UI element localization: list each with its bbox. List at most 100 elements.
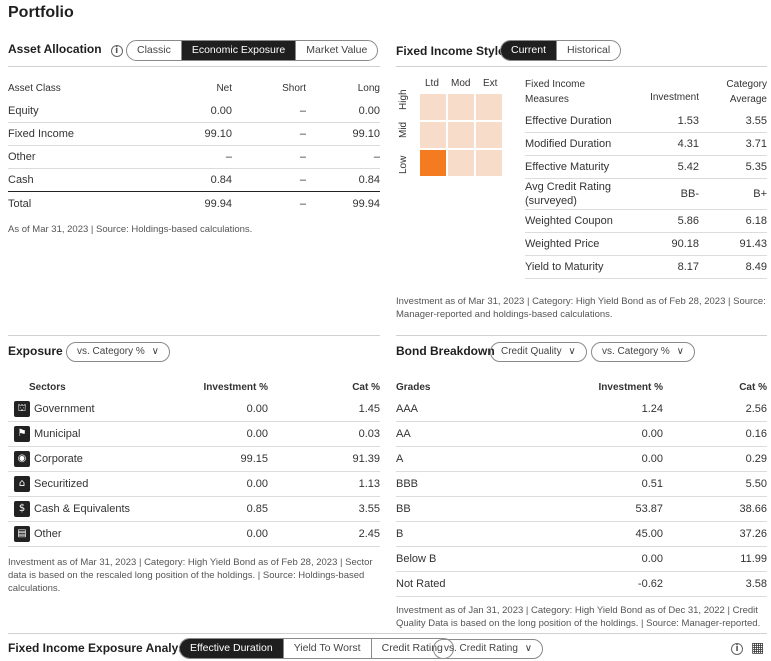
- col-investment-pct: Investment %: [598, 382, 663, 393]
- table-row: A 0.00 0.29: [396, 447, 767, 472]
- asset-class-name: Other: [8, 151, 36, 163]
- table-row: B 45.00 37.26: [396, 522, 767, 547]
- sector-name: Other: [34, 528, 62, 540]
- sector-name: Government: [34, 403, 95, 415]
- bond-breakdown-title: Bond Breakdown: [396, 344, 495, 358]
- category-value: 91.39: [352, 453, 380, 465]
- col-investment-pct: Investment %: [203, 382, 268, 393]
- category-value: 91.43: [739, 238, 767, 250]
- table-row: Equity 0.00 – 0.00: [8, 100, 380, 123]
- bond-vs-category-dropdown-label: vs. Category %: [602, 346, 670, 357]
- col-investment: Investment: [650, 92, 699, 103]
- tab-classic[interactable]: Classic: [137, 44, 171, 56]
- col-long: Long: [357, 82, 380, 94]
- tab-current[interactable]: Current: [501, 41, 557, 60]
- tab-yield-to-worst[interactable]: Yield To Worst: [282, 639, 371, 658]
- category-value: 3.55: [745, 115, 767, 127]
- category-value: 5.35: [745, 161, 767, 173]
- asset-allocation-note: As of Mar 31, 2023 | Source: Holdings-ba…: [8, 224, 253, 235]
- net-value: 0.00: [210, 105, 232, 117]
- credit-rating-dropdown-label: vs. Credit Rating: [444, 643, 518, 654]
- short-value: –: [299, 197, 306, 210]
- tab-effective-duration[interactable]: Effective Duration: [180, 639, 283, 658]
- investment-value: 0.00: [641, 453, 663, 465]
- table-row: ◉ Corporate 99.15 91.39: [8, 447, 380, 472]
- chevron-down-icon: ∨: [676, 346, 684, 357]
- measure-name: Effective Duration: [525, 115, 612, 127]
- credit-rating-dropdown[interactable]: vs. Credit Rating ∨: [433, 639, 544, 659]
- short-value: –: [299, 128, 306, 140]
- col-category-average: Category Average: [726, 79, 767, 105]
- asset-allocation-table: Asset Class Net Short Long Equity 0.00 – 0.…: [8, 78, 380, 218]
- table-row: ⛫ Government 0.00 1.45: [8, 397, 380, 422]
- divider: [8, 66, 380, 67]
- net-value: 99.94: [204, 197, 232, 210]
- table-row: Cash 0.84 – 0.84: [8, 169, 380, 192]
- tab-historical[interactable]: Historical: [556, 41, 620, 60]
- tab-credit-rating[interactable]: Credit Rating: [370, 639, 453, 658]
- category-value: 8.49: [745, 261, 767, 273]
- table-row: AAA 1.24 2.56: [396, 397, 767, 422]
- measure-name: Avg Credit Rating (surveyed): [525, 181, 612, 207]
- info-icon[interactable]: i: [110, 45, 123, 57]
- exposure-dropdown[interactable]: vs. Category % ∨: [66, 342, 170, 362]
- bond-vs-category-dropdown[interactable]: vs. Category % ∨: [591, 342, 695, 362]
- style-col-mod: Mod: [451, 78, 471, 89]
- credit-quality-dropdown[interactable]: Credit Quality ∨: [490, 342, 587, 362]
- investment-value: 99.15: [240, 453, 268, 465]
- fixed-income-style-tabs: Current Historical: [500, 40, 622, 61]
- tab-market-value[interactable]: Market Value: [295, 41, 377, 60]
- style-box-cell: [448, 122, 474, 148]
- table-row: Weighted Coupon 5.86 6.18: [525, 210, 767, 233]
- measure-name: Effective Maturity: [525, 161, 610, 173]
- long-value: 0.00: [358, 105, 380, 117]
- table-view-icon[interactable]: ▦: [751, 640, 765, 656]
- total-label: Total: [8, 197, 32, 210]
- investment-value: 45.00: [635, 528, 663, 540]
- category-value: 0.29: [745, 453, 767, 465]
- table-row: Weighted Price 90.18 91.43: [525, 233, 767, 256]
- grade-name: B: [396, 528, 404, 540]
- measure-name: Modified Duration: [525, 138, 612, 150]
- tab-economic-exposure[interactable]: Economic Exposure: [180, 41, 296, 60]
- page-title: Portfolio: [8, 4, 74, 21]
- style-box-cell: [420, 94, 446, 120]
- investment-value: 0.00: [246, 428, 268, 440]
- bond-breakdown-table: Grades Investment % Cat % AAA 1.24 2.56 AA 0…: [396, 380, 767, 597]
- col-net: Net: [216, 82, 232, 94]
- investment-value: 4.31: [677, 138, 699, 150]
- government-icon: ⛫: [14, 401, 30, 417]
- sector-name: Municipal: [34, 428, 81, 440]
- investment-value: 0.00: [641, 553, 663, 565]
- exposure-title: Exposure: [8, 344, 63, 358]
- chevron-down-icon: ∨: [524, 643, 533, 654]
- asset-allocation-header: Asset Allocation i: [8, 42, 123, 57]
- asset-allocation-title: Asset Allocation: [8, 42, 102, 56]
- style-col-ext: Ext: [483, 78, 498, 89]
- fixed-income-measures-table: Fixed Income Measures Investment Categor…: [525, 77, 767, 289]
- style-box-cell: [420, 150, 446, 176]
- style-col-ltd: Ltd: [425, 78, 439, 89]
- grade-name: Below B: [396, 553, 437, 565]
- net-value: –: [225, 151, 232, 163]
- category-value: B+: [753, 188, 767, 200]
- net-value: 0.84: [210, 174, 232, 186]
- fixed-income-exposure-title: Fixed Income Exposure Analysis: [8, 641, 195, 655]
- info-icon[interactable]: i: [731, 643, 743, 655]
- style-box-cell: [476, 122, 502, 148]
- table-row: Other – – –: [8, 146, 380, 169]
- table-row: Below B 0.00 11.99: [396, 547, 767, 572]
- category-value: 1.13: [358, 478, 380, 490]
- other-icon: ▤: [14, 526, 30, 542]
- category-value: 6.18: [745, 215, 767, 227]
- category-value: 2.56: [745, 403, 767, 415]
- grade-name: AAA: [396, 403, 419, 415]
- table-header: Asset Class Net Short Long: [8, 78, 380, 98]
- table-row: ⌂ Securitized 0.00 1.13: [8, 472, 380, 497]
- bond-breakdown-note: Investment as of Jan 31, 2023 | Category…: [396, 605, 761, 629]
- table-row: Modified Duration 4.31 3.71: [525, 133, 767, 156]
- municipal-icon: ⚑: [14, 426, 30, 442]
- asset-class-name: Equity: [8, 105, 39, 117]
- chevron-down-icon: ∨: [151, 346, 159, 357]
- category-value: 11.99: [740, 553, 767, 565]
